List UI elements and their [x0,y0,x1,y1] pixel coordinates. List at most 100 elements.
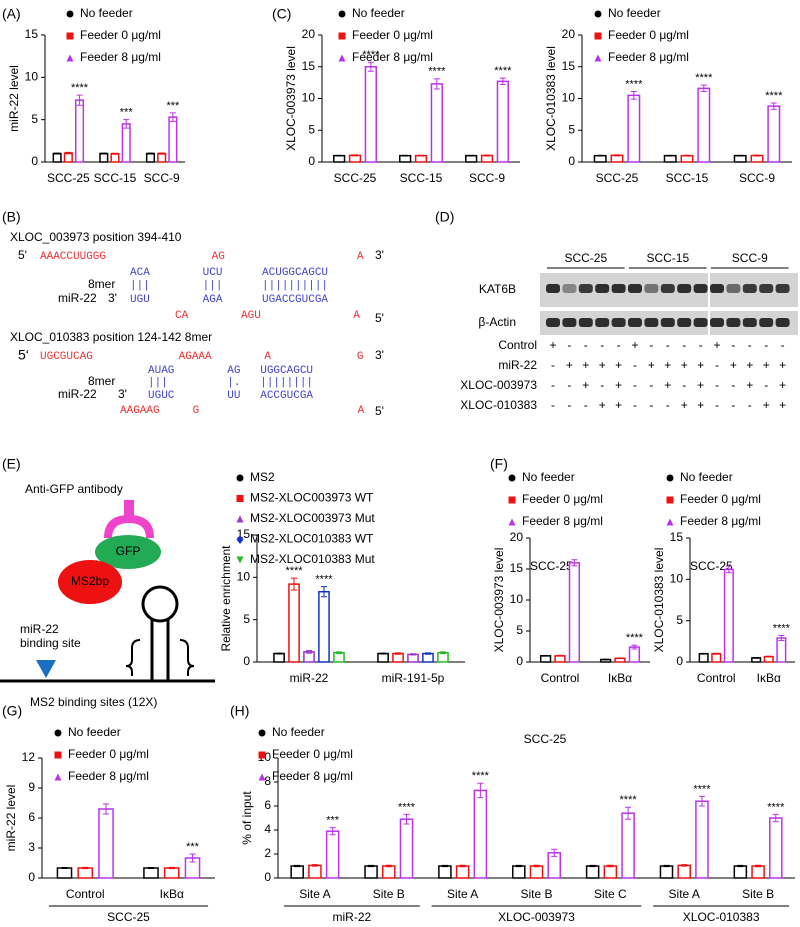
sequence: CA AGU A [175,310,360,322]
band [710,318,724,327]
y-tick-label: 0 [568,154,575,168]
gfp [95,535,161,569]
legend-marker [66,54,74,62]
condition-sign: + [664,358,671,372]
condition-sign: - [715,358,719,372]
bar [157,152,167,163]
condition-sign: - [551,398,555,412]
error-bar [76,94,83,106]
sequence: AAACCUUGGG AG A [40,251,364,263]
antibody [104,515,154,538]
y-tick-label: 3 [28,840,35,854]
band [611,284,626,293]
legend-marker [508,496,516,504]
y-axis-label: miR-22 level [4,785,18,852]
x-tick-label: Site A [447,887,478,901]
error-bar [681,864,688,867]
legend-marker [258,729,266,737]
error-bar [418,154,424,157]
error-bar [725,565,732,574]
band [742,318,757,327]
y-tick-label: 6 [264,798,271,812]
end-label: 3' [118,387,127,401]
end-label: 3' [375,248,384,262]
error-bar [336,154,343,157]
stem [150,619,170,680]
condition-sign: + [582,358,589,372]
legend-marker [338,10,346,18]
legend-marker [236,474,244,482]
y-tick-label: 4 [264,822,271,836]
error-bar [700,652,707,655]
legend-label: Feeder 0 μg/ml [680,492,761,506]
error-bar [291,577,298,591]
bar [308,864,322,879]
band [628,318,642,327]
error-bar [630,91,637,100]
condition-sign: - [649,398,653,412]
error-bar [189,853,196,863]
antibody [124,500,134,520]
legend-label: MS2 [250,470,275,484]
chart-subtitle: SCC-25 [530,559,573,573]
band [693,318,708,327]
bar [333,651,345,663]
bar [437,651,449,663]
chart-subtitle: SCC-25 [690,559,733,573]
bar [465,154,478,163]
x-tick-label: Site B [742,887,774,901]
error-bar [335,651,342,655]
bonds: ||| |. |||||||| [148,377,313,389]
condition-sign: + [779,398,786,412]
band [775,284,790,293]
significance: **** [472,770,490,782]
y-axis-label: miR-22 level [7,65,21,132]
stem-loop [141,585,179,623]
legend-marker [594,10,602,18]
legend-label: MS2-XLOC003973 Mut [250,511,375,525]
bar [697,87,711,163]
legend-label: Feeder 0 μg/ml [608,28,689,42]
condition-sign: + [681,398,688,412]
panel-d: (D) KAT6B β-Actin SCC-25 SCC-15 SCC-9 Contr… [435,209,798,412]
bar [143,867,159,879]
significance: *** [166,100,180,112]
error-bar [625,806,632,820]
error-bar [54,152,61,155]
error-bar [65,151,72,155]
group-label: SCC-25 [107,910,150,924]
condition-sign: - [617,338,621,352]
panel-b: (B) XLOC_003973 position 394-410 5' AAAC… [2,209,384,418]
y-tick-label: 5 [243,612,250,626]
x-tick-label: SCC-15 [94,171,137,185]
sequence: ACA UCU ACUGGCAGCU [130,267,328,279]
legend-marker [236,556,244,564]
bar [56,867,73,879]
error-bar [403,813,410,825]
y-tick-label: 15 [562,59,576,73]
bar [480,154,494,163]
bar [333,154,346,163]
x-tick-label: miR-22 [290,671,329,685]
blot-label: β-Actin [478,315,516,329]
legend-label: No feeder [68,725,121,739]
legend-marker [66,10,74,18]
condition-sign: + [763,358,770,372]
significance: **** [767,801,785,813]
error-bar [439,651,446,655]
legend-marker [666,518,674,526]
sequence: AUAG AG UGGCAGCU [148,365,313,377]
condition-sign: - [748,338,752,352]
x-tick-label: SCC-9 [469,171,505,185]
legend-label: No feeder [522,470,575,484]
condition-sign: + [779,358,786,372]
significance: **** [693,783,711,795]
chart-title: SCC-25 [524,732,567,746]
bar [568,562,581,663]
error-bar [367,61,374,72]
error-bar [385,864,392,868]
condition-sign: + [648,358,655,372]
error-bar [571,559,578,567]
significance: **** [620,794,638,806]
